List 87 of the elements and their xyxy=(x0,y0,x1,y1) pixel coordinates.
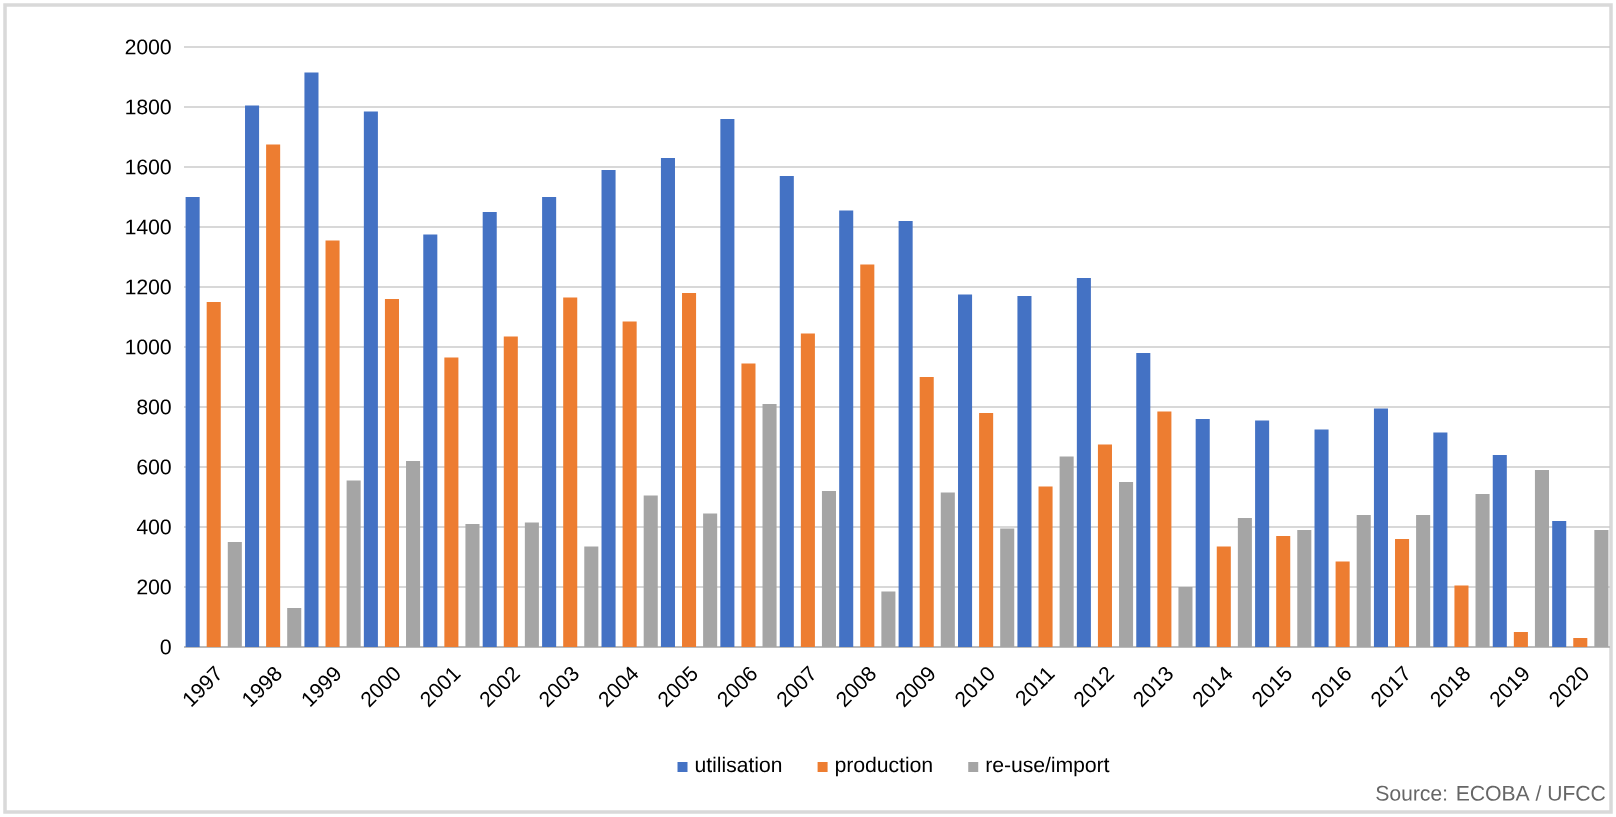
bar xyxy=(1534,469,1549,647)
bar xyxy=(703,513,718,647)
bar xyxy=(444,357,459,647)
bar xyxy=(741,363,756,647)
bar xyxy=(542,197,557,647)
bar xyxy=(682,292,697,647)
bar xyxy=(584,546,599,647)
bar xyxy=(1178,586,1193,647)
y-tick-label: 2000 xyxy=(125,39,171,55)
y-tick-label: 200 xyxy=(137,579,171,595)
bar xyxy=(1475,493,1490,647)
y-tick-label: 1800 xyxy=(126,99,171,115)
bar xyxy=(1157,411,1172,647)
bar xyxy=(325,240,340,647)
bar xyxy=(1594,530,1609,647)
bar xyxy=(622,321,637,647)
bar xyxy=(1335,561,1350,647)
bar xyxy=(1059,456,1074,647)
bar xyxy=(1136,352,1151,647)
bar xyxy=(898,220,913,647)
bar xyxy=(524,522,539,647)
bar xyxy=(423,234,438,647)
bar xyxy=(1237,518,1252,647)
bar xyxy=(1552,520,1567,647)
bar xyxy=(1513,631,1528,647)
bar xyxy=(185,197,200,647)
bar xyxy=(881,591,896,647)
bar xyxy=(1573,637,1588,647)
bar xyxy=(287,607,302,647)
bar xyxy=(601,169,616,647)
bar xyxy=(465,523,480,647)
bar xyxy=(227,541,242,647)
bar xyxy=(821,490,836,647)
bar xyxy=(1433,432,1448,647)
y-tick-label: 400 xyxy=(136,519,171,535)
source-note: Source: ECOBA / UFCC xyxy=(1376,785,1605,801)
y-tick-label: 1000 xyxy=(126,339,171,355)
bar xyxy=(660,157,675,647)
bar xyxy=(919,377,934,647)
bar xyxy=(1276,535,1291,647)
bar xyxy=(304,72,319,647)
bar xyxy=(266,144,281,647)
bar xyxy=(940,492,955,647)
bar xyxy=(958,294,973,647)
bar xyxy=(720,118,735,647)
bar xyxy=(860,264,875,647)
bar xyxy=(979,412,994,647)
bar xyxy=(779,176,794,647)
bar xyxy=(1195,419,1210,647)
y-tick-label: 800 xyxy=(137,399,171,415)
bar xyxy=(1076,278,1091,647)
bar xyxy=(1017,296,1032,647)
bar xyxy=(1255,420,1270,647)
y-tick-label: 1200 xyxy=(126,279,171,295)
bar xyxy=(206,301,221,647)
bar xyxy=(1038,486,1053,647)
bar xyxy=(1395,539,1410,647)
y-tick-label: 600 xyxy=(137,459,171,475)
bar xyxy=(1297,530,1312,647)
bar xyxy=(643,495,658,647)
bar xyxy=(482,211,497,647)
bar xyxy=(1216,546,1231,647)
bar xyxy=(503,336,518,647)
bar xyxy=(363,111,378,647)
y-tick-label: 1600 xyxy=(126,159,171,175)
bar xyxy=(563,297,578,647)
bar xyxy=(1492,454,1507,647)
bar xyxy=(1416,514,1431,647)
bar xyxy=(384,298,399,647)
legend-label: re-use/import xyxy=(986,756,1110,777)
bar xyxy=(762,403,777,647)
bar xyxy=(1454,585,1469,647)
legend-label: utilisation xyxy=(695,756,782,773)
bar xyxy=(1314,429,1329,647)
bar xyxy=(346,480,361,647)
legend-label: production xyxy=(835,756,932,777)
bar xyxy=(1097,444,1112,647)
bar xyxy=(1119,481,1134,647)
bar xyxy=(800,333,815,647)
bar xyxy=(1373,408,1388,647)
bar xyxy=(1000,528,1015,647)
bar xyxy=(1356,514,1371,647)
bar xyxy=(406,460,421,647)
bar xyxy=(245,105,260,647)
y-tick-label: 1400 xyxy=(126,219,171,235)
bar xyxy=(839,210,854,647)
y-tick-label: 0 xyxy=(160,639,171,655)
